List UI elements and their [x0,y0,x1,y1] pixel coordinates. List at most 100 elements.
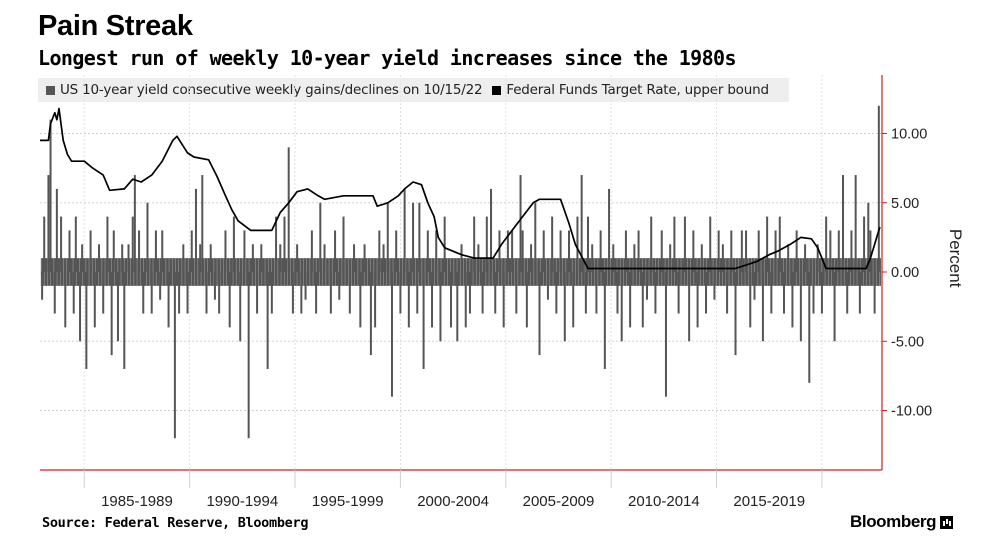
bar [93,272,96,328]
bar [820,272,823,314]
bar [201,175,204,272]
bar [378,230,381,272]
bar [616,272,619,314]
bar [323,244,326,272]
bar [787,244,790,272]
bar [121,244,124,272]
bar [572,272,575,328]
bar [688,272,691,342]
bar [734,272,737,356]
bar [329,272,332,314]
bar [319,202,322,272]
bar [568,230,571,272]
bar [390,272,393,397]
bar [673,216,676,272]
bar [770,272,773,314]
bar [456,272,459,342]
bar [369,272,372,356]
bar [439,272,442,342]
bar [854,175,857,272]
bar [260,244,263,272]
bar [416,272,419,314]
bar [624,230,627,272]
bar [213,272,216,300]
bar [850,230,853,272]
bar [538,272,541,356]
bar [275,216,278,272]
bar [334,230,337,272]
bar [867,202,870,272]
x-tick-label: 1995-1999 [312,493,384,510]
bar [580,175,583,272]
bar [190,230,193,272]
bar [683,216,686,272]
brand-name: Bloomberg [850,512,937,531]
chart-subtitle: Longest run of weekly 10-year yield incr… [38,46,737,70]
y-tick-label: 5.00 [891,196,919,212]
bar [205,272,208,314]
chart-legend: US 10-year yield consecutive weekly gain… [38,78,789,102]
bar [519,175,522,272]
bar [833,272,836,342]
bar [239,272,242,342]
bar [717,230,720,272]
bar [167,272,170,328]
bar [79,272,82,342]
bar [641,272,644,328]
bar [142,272,145,314]
bar [395,230,398,272]
bar [243,230,246,272]
bar [546,272,549,300]
bar [842,175,845,272]
bar [81,244,84,272]
bar [669,244,672,272]
bar [154,230,157,272]
bar [551,216,554,272]
bar [595,272,598,314]
bar [530,244,533,272]
bar [576,216,579,272]
bar [112,230,115,272]
legend-label-yield-streak: US 10-year yield consecutive weekly gain… [60,82,483,98]
bar [64,272,67,328]
bar [283,216,286,272]
bar [863,216,866,272]
bar [146,202,149,272]
bar [304,272,307,300]
bar [873,272,876,314]
bar [55,188,58,272]
legend-label-fed-funds: Federal Funds Target Rate, upper bound [506,82,769,98]
bar [251,244,254,272]
bar [224,230,227,272]
bar [296,244,299,272]
bar [443,216,446,272]
bar [159,272,162,300]
bar [266,272,269,369]
bar [782,272,785,314]
bar [677,272,680,314]
bar [228,272,231,328]
bar [629,272,632,328]
bar [374,272,377,328]
bar [403,188,406,272]
bar [422,272,425,369]
bar [563,272,566,342]
bar [161,230,164,272]
bar [47,175,50,272]
bar [705,272,708,314]
bar [494,272,497,314]
bar [633,244,636,272]
bar [348,272,351,314]
bar [464,272,467,328]
bar [837,230,840,272]
bar [194,188,197,272]
bar [740,230,743,272]
bar [218,272,221,314]
bar [481,272,484,314]
bar [60,216,63,272]
bar [502,272,505,328]
bar [116,272,119,342]
bar [342,216,345,272]
x-tick-label: 1990-1994 [206,493,278,510]
bar [138,230,141,272]
